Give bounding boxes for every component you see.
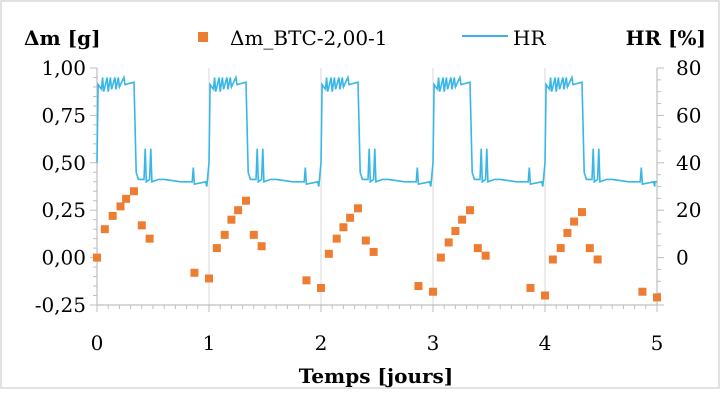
x-tick-label: 3 xyxy=(427,331,440,355)
dm-point-21 xyxy=(339,223,348,232)
dm-point-8 xyxy=(190,268,199,277)
dm-point-18 xyxy=(317,283,325,292)
dm-point-34 xyxy=(481,251,490,260)
legend-label-hr: HR xyxy=(513,26,546,50)
dm-point-9 xyxy=(205,274,213,283)
dm-point-31 xyxy=(458,215,467,224)
dm-point-24 xyxy=(361,236,370,245)
dm-point-40 xyxy=(570,217,579,226)
dm-point-33 xyxy=(473,244,482,253)
dm-point-25 xyxy=(369,247,378,256)
dm-point-12 xyxy=(227,215,236,224)
y-right-tick-label: 0 xyxy=(676,246,689,270)
dm-point-13 xyxy=(234,206,243,215)
dm-point-10 xyxy=(212,244,221,253)
dm-point-17 xyxy=(302,276,311,285)
tick-labels: 1,00 0,75 0,50 0,25 0,00 -0,25 80 60 40 20 0 0 1 2 3 4 5 xyxy=(35,56,702,355)
dm-point-7 xyxy=(145,234,154,243)
dm-point-30 xyxy=(451,227,460,236)
dm-point-45 xyxy=(653,293,661,302)
x-tick-label: 5 xyxy=(651,331,664,355)
x-tick-label: 0 xyxy=(91,331,104,355)
grid-lines xyxy=(96,68,658,305)
dm-point-0 xyxy=(93,253,101,262)
dm-point-44 xyxy=(638,287,647,296)
dm-point-35 xyxy=(526,283,535,292)
dm-point-29 xyxy=(444,238,453,247)
dm-point-41 xyxy=(577,208,586,217)
dm-point-16 xyxy=(257,242,266,251)
axes xyxy=(90,67,664,312)
y-left-tick-label: 1,00 xyxy=(41,56,86,80)
dm-point-37 xyxy=(548,255,557,264)
dm-point-19 xyxy=(324,249,333,258)
dm-series xyxy=(93,187,661,302)
dm-point-22 xyxy=(346,213,355,222)
x-tick-label: 4 xyxy=(539,331,552,355)
dm-point-32 xyxy=(465,206,474,215)
dm-point-5 xyxy=(129,187,138,196)
y-right-tick-label: 80 xyxy=(676,56,701,80)
dm-point-26 xyxy=(414,282,423,291)
x-tick-label: 1 xyxy=(203,331,216,355)
dm-point-3 xyxy=(116,202,125,211)
dm-point-36 xyxy=(541,291,549,300)
dm-point-20 xyxy=(332,234,341,243)
dm-point-38 xyxy=(556,244,565,253)
y-left-tick-label: 0,50 xyxy=(41,151,86,175)
y-left-tick-label: -0,25 xyxy=(35,293,86,317)
y-right-tick-label: 60 xyxy=(676,103,701,127)
y-left-tick-label: 0,00 xyxy=(41,246,86,270)
y-left-tick-label: 0,75 xyxy=(41,103,86,127)
dm-point-28 xyxy=(436,253,445,262)
dm-point-23 xyxy=(353,204,362,213)
x-tick-label: 2 xyxy=(315,331,328,355)
hr-series xyxy=(96,74,657,187)
y-right-axis-title: HR [%] xyxy=(626,26,706,50)
legend-label-dm: Δm_BTC-2,00-1 xyxy=(230,26,388,50)
dm-point-11 xyxy=(220,230,229,239)
y-left-tick-label: 0,25 xyxy=(41,198,86,222)
dm-point-43 xyxy=(593,255,602,264)
dm-point-42 xyxy=(585,244,594,253)
dm-point-27 xyxy=(429,287,437,296)
legend-marker-dm xyxy=(198,32,208,42)
y-right-tick-label: 40 xyxy=(676,151,701,175)
dm-point-4 xyxy=(122,194,131,203)
hr-series-line xyxy=(96,74,657,187)
y-right-tick-label: 20 xyxy=(676,198,701,222)
dm-point-14 xyxy=(241,196,250,205)
dm-point-39 xyxy=(563,228,572,237)
legend: Δm_BTC-2,00-1 HR xyxy=(198,26,546,50)
dm-point-2 xyxy=(108,211,117,220)
dm-point-15 xyxy=(249,230,258,239)
dm-point-6 xyxy=(137,221,146,230)
dm-point-1 xyxy=(100,225,109,234)
y-left-axis-title: Δm [g] xyxy=(24,26,101,50)
x-axis-title: Temps [jours] xyxy=(299,364,454,388)
